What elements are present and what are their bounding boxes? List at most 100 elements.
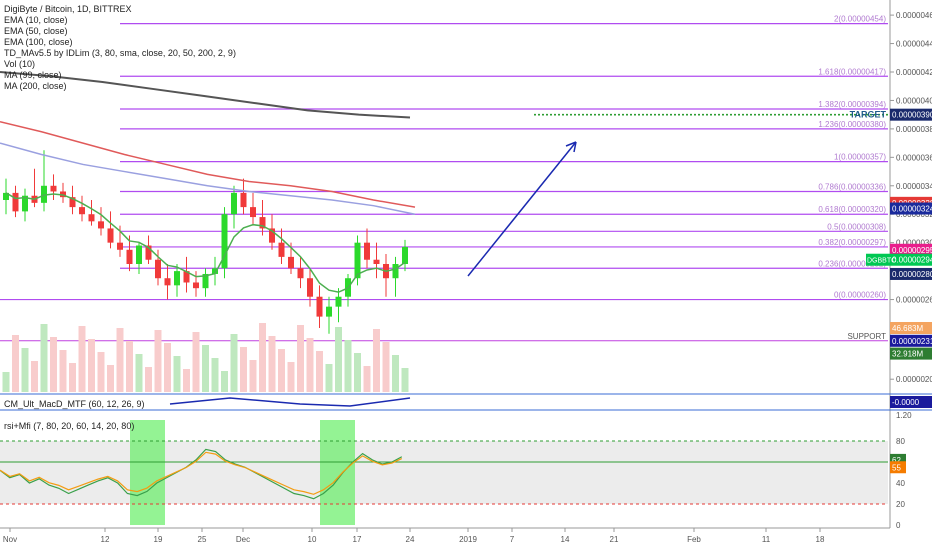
volume-bar <box>344 340 352 392</box>
candle-body <box>174 271 180 286</box>
volume-bar <box>354 353 361 392</box>
candle-body <box>98 221 104 229</box>
candle-body <box>79 207 85 215</box>
time-tick-label: 17 <box>353 535 362 544</box>
time-tick-label: 11 <box>762 535 771 544</box>
rsi-legend: rsi+Mfi (7, 80, 20, 60, 14, 20, 80) <box>4 421 135 431</box>
price-badge <box>890 334 932 347</box>
volume-bar <box>335 327 342 392</box>
macd-tick-label: 1.20 <box>896 411 912 420</box>
volume-bar <box>164 343 171 392</box>
time-tick-label: 10 <box>308 535 317 544</box>
trend-arrow-head <box>565 141 577 153</box>
volume-bar <box>278 349 285 392</box>
rsi-badge <box>890 461 906 474</box>
volume-bar <box>2 372 10 392</box>
time-tick-label: Dec <box>236 535 250 544</box>
candle-body <box>136 245 142 264</box>
candle-body <box>155 259 161 279</box>
candle-body <box>278 242 285 257</box>
price-badge-text: 0.00000390 <box>892 111 932 120</box>
candle-body <box>231 192 237 215</box>
time-tick-label: 18 <box>816 535 825 544</box>
volume-bar <box>221 371 228 392</box>
fib-label: 1.236(0.00000380) <box>818 120 886 129</box>
legend-ema-10: EMA (10, close) <box>4 15 68 25</box>
price-badge-text: 0.00000324 <box>892 205 932 214</box>
candle-body <box>12 192 19 212</box>
rsi-tick-label: 80 <box>896 437 905 446</box>
fib-label: 0.5(0.00000308) <box>827 222 886 231</box>
volume-bar <box>59 350 67 392</box>
fib-label: 0.236(0.00000282) <box>818 259 886 268</box>
price-badge <box>890 202 932 215</box>
rsi-highlight <box>130 420 165 525</box>
volume-bar <box>268 336 276 392</box>
legend-ema-100: EMA (100, close) <box>4 37 73 47</box>
candle-body <box>259 217 266 229</box>
volume-bar <box>12 335 19 392</box>
time-tick-label: 14 <box>561 535 570 544</box>
price-tick-label: 0.00000204 <box>896 375 932 384</box>
candle-body <box>326 306 332 317</box>
fib-label: 1(0.00000357) <box>834 153 886 162</box>
rsi-line <box>0 448 403 500</box>
candle-body <box>316 296 323 317</box>
volume-bar <box>69 363 76 392</box>
fib-label: 2(0.00000454) <box>834 15 886 24</box>
price-badge <box>890 267 932 280</box>
volume-bar <box>325 364 333 392</box>
volume-bar <box>373 329 380 392</box>
time-tick-label: Feb <box>687 535 701 544</box>
legend-td-ma: TD_MAv5.5 by IDLim (3, 80, sma, close, 2… <box>4 48 236 58</box>
time-tick-label: 21 <box>610 535 619 544</box>
candle-body <box>3 192 9 200</box>
legend: DigiByte / Bitcoin, 1D, BITTREX EMA (10,… <box>4 4 236 92</box>
price-badge-text: 46.683M <box>892 324 923 333</box>
candle-body <box>335 296 342 307</box>
price-badge-text: 0.00000295 <box>892 246 932 255</box>
legend-title: DigiByte / Bitcoin, 1D, BITTREX <box>4 4 132 14</box>
candle-body <box>373 259 380 264</box>
fib-label: 0.382(0.00000297) <box>818 238 886 247</box>
price-tick-label: 0.00000260 <box>896 296 932 305</box>
rsi-tick-label: 20 <box>896 500 905 509</box>
price-tick-label: 0.00000320 <box>896 210 932 219</box>
candle-body <box>22 195 28 212</box>
volume-bar <box>40 324 48 392</box>
volume-bar <box>88 339 95 392</box>
time-tick-label: 12 <box>101 535 110 544</box>
ema-10-line <box>5 192 406 293</box>
time-tick-label: Nov <box>3 535 17 544</box>
candle-body <box>288 256 294 269</box>
candle-body <box>69 197 76 208</box>
volume-bar <box>154 330 162 392</box>
time-tick-label: 19 <box>154 535 163 544</box>
time-tick-label: 25 <box>198 535 207 544</box>
macd-badge-text: -0.0000 <box>892 398 920 407</box>
candle-body <box>364 242 370 260</box>
price-badge-text: 0.00000294 <box>892 256 932 265</box>
price-badge <box>890 243 932 256</box>
price-badge-text: 0.00000231 <box>892 337 932 346</box>
legend-ema-50: EMA (50, close) <box>4 26 68 36</box>
candle-body <box>250 207 256 218</box>
macd-line <box>169 397 411 407</box>
price-tick-label: 0.00000380 <box>896 125 932 134</box>
candle-body <box>212 268 218 274</box>
volume-bar <box>135 354 143 392</box>
volume-bar <box>363 366 371 392</box>
candle-body <box>183 271 190 283</box>
candle-body <box>354 242 361 279</box>
volume-bar <box>183 369 190 392</box>
candle-body <box>145 245 152 260</box>
legend-ma-200: MA (200, close) <box>4 81 67 91</box>
candle-body <box>269 228 275 243</box>
